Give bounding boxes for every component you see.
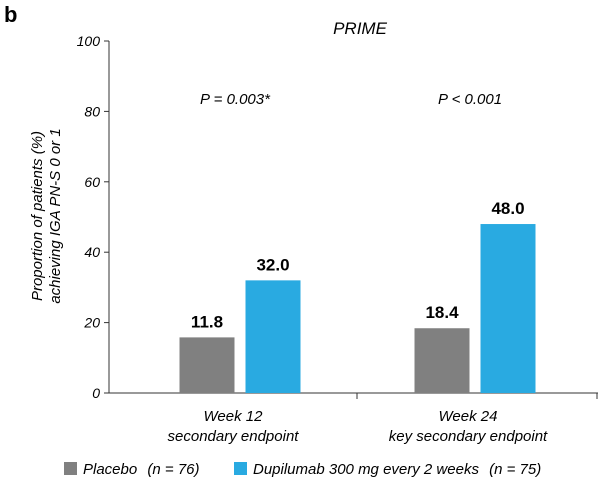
p-value-label: P < 0.001 (438, 91, 502, 108)
y-axis-label: Proportion of patients (%) achieving IGA… (29, 128, 64, 303)
legend-series-n: (n = 76) (147, 461, 199, 478)
legend-series-n: (n = 75) (489, 461, 541, 478)
legend-label-dupilumab: Dupilumab 300 mg every 2 weeks (n = 75) (253, 461, 541, 478)
chart-title: PRIME (333, 19, 388, 38)
legend-label-placebo: Placebo (n = 76) (83, 461, 200, 478)
legend-series-name: Placebo (83, 461, 137, 478)
bar-placebo-2 (414, 328, 470, 393)
y-tick-label: 60 (84, 174, 100, 190)
legend: Placebo (n = 76) Dupilumab 300 mg every … (64, 461, 541, 478)
bar-dupilumab-2 (480, 224, 536, 393)
x-category-label: secondary endpoint (168, 428, 300, 445)
y-axis-label-line-1: Proportion of patients (%) (29, 131, 46, 301)
panel-label: b (4, 2, 17, 27)
data-label: 11.8 (191, 312, 223, 331)
legend-swatch-placebo (64, 462, 77, 475)
bars (179, 224, 536, 393)
y-tick-label: 20 (83, 315, 100, 331)
legend-swatch-dupilumab (234, 462, 247, 475)
x-category-label: Week 12 (204, 408, 264, 425)
y-axis-ticks: 0 20 40 60 80 100 (77, 33, 109, 401)
data-label: 48.0 (491, 199, 524, 218)
bar-dupilumab-1 (245, 280, 301, 393)
x-axis-categories: Week 12 secondary endpoint Week 24 key seco… (168, 408, 549, 445)
x-category-label: Week 24 (439, 408, 498, 425)
legend-series-name: Dupilumab 300 mg every 2 weeks (253, 461, 479, 478)
data-label: 18.4 (425, 303, 459, 322)
data-label: 32.0 (256, 255, 289, 274)
p-value-label: P = 0.003* (200, 91, 271, 108)
y-axis-label-line-2: achieving IGA PN-S 0 or 1 (47, 128, 64, 303)
y-tick-label: 0 (92, 385, 100, 401)
x-category-label: key secondary endpoint (389, 428, 548, 445)
y-tick-label: 100 (77, 33, 101, 49)
data-labels: 11.8 32.0 18.4 48.0 (191, 199, 525, 331)
y-tick-label: 40 (84, 244, 100, 260)
p-value-annotations: P = 0.003* P < 0.001 (200, 91, 502, 108)
y-tick-label: 80 (84, 103, 100, 119)
bar-placebo-1 (179, 337, 235, 393)
